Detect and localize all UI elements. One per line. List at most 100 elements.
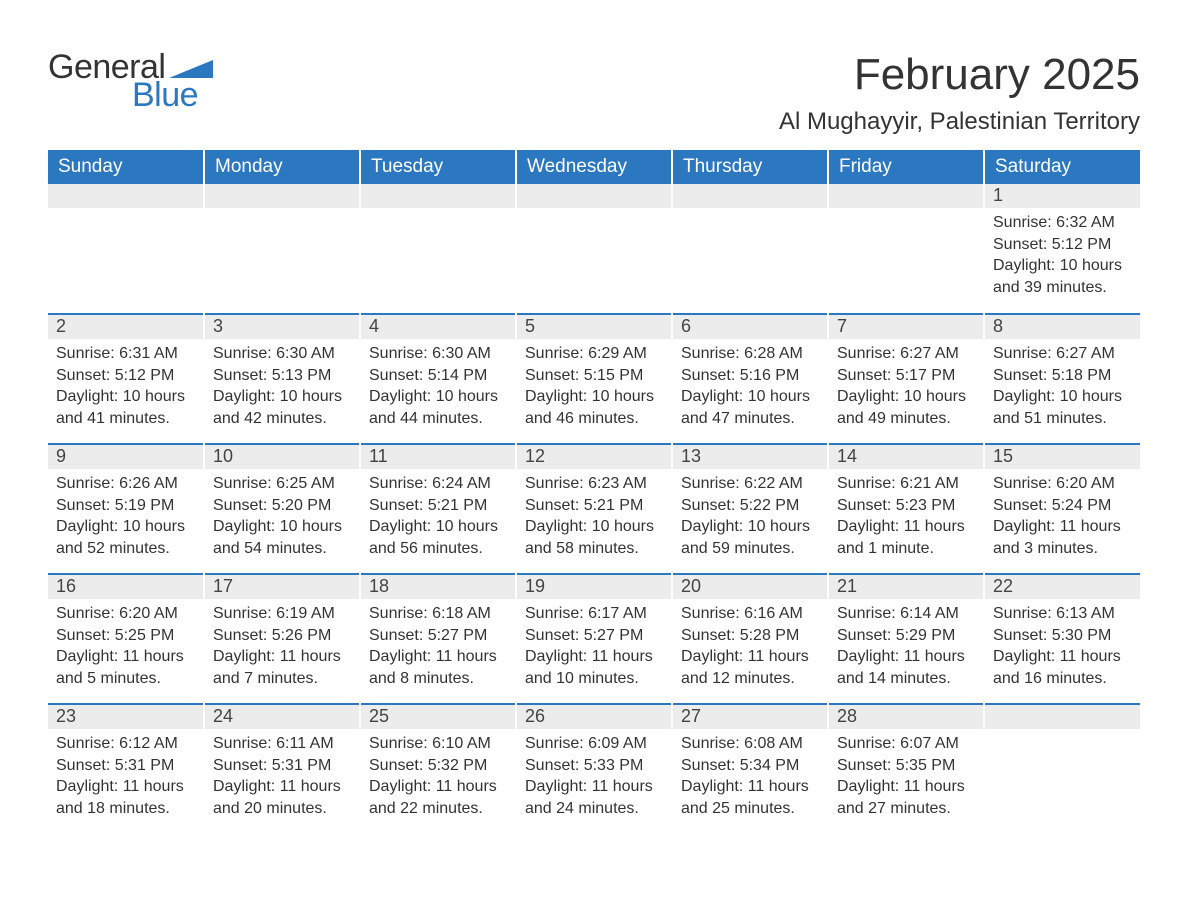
day-number: 16 xyxy=(48,575,203,599)
day-cell: 21Sunrise: 6:14 AMSunset: 5:29 PMDayligh… xyxy=(828,574,984,704)
day-details: Sunrise: 6:32 AMSunset: 5:12 PMDaylight:… xyxy=(985,208,1140,304)
sunset-text: Sunset: 5:30 PM xyxy=(993,625,1132,647)
daylight-text: Daylight: 10 hours and 58 minutes. xyxy=(525,516,663,559)
daylight-text: Daylight: 10 hours and 46 minutes. xyxy=(525,386,663,429)
week-row: 16Sunrise: 6:20 AMSunset: 5:25 PMDayligh… xyxy=(48,574,1140,704)
sunset-text: Sunset: 5:15 PM xyxy=(525,365,663,387)
day-number xyxy=(517,184,671,208)
day-details: Sunrise: 6:29 AMSunset: 5:15 PMDaylight:… xyxy=(517,339,671,435)
week-row: 23Sunrise: 6:12 AMSunset: 5:31 PMDayligh… xyxy=(48,704,1140,834)
daylight-text: Daylight: 11 hours and 16 minutes. xyxy=(993,646,1132,689)
day-number xyxy=(205,184,359,208)
sunrise-text: Sunrise: 6:32 AM xyxy=(993,212,1132,234)
sunset-text: Sunset: 5:17 PM xyxy=(837,365,975,387)
sunrise-text: Sunrise: 6:07 AM xyxy=(837,733,975,755)
day-details: Sunrise: 6:26 AMSunset: 5:19 PMDaylight:… xyxy=(48,469,203,565)
sunset-text: Sunset: 5:12 PM xyxy=(56,365,195,387)
day-cell xyxy=(672,184,828,314)
day-cell: 15Sunrise: 6:20 AMSunset: 5:24 PMDayligh… xyxy=(984,444,1140,574)
daylight-text: Daylight: 11 hours and 1 minute. xyxy=(837,516,975,559)
daylight-text: Daylight: 11 hours and 7 minutes. xyxy=(213,646,351,689)
day-details: Sunrise: 6:31 AMSunset: 5:12 PMDaylight:… xyxy=(48,339,203,435)
day-number: 17 xyxy=(205,575,359,599)
day-details: Sunrise: 6:18 AMSunset: 5:27 PMDaylight:… xyxy=(361,599,515,695)
daylight-text: Daylight: 11 hours and 14 minutes. xyxy=(837,646,975,689)
sunrise-text: Sunrise: 6:21 AM xyxy=(837,473,975,495)
sunrise-text: Sunrise: 6:27 AM xyxy=(993,343,1132,365)
day-cell: 12Sunrise: 6:23 AMSunset: 5:21 PMDayligh… xyxy=(516,444,672,574)
day-number: 12 xyxy=(517,445,671,469)
weekday-header: Sunday xyxy=(48,150,204,184)
sunset-text: Sunset: 5:21 PM xyxy=(369,495,507,517)
week-row: 1Sunrise: 6:32 AMSunset: 5:12 PMDaylight… xyxy=(48,184,1140,314)
day-cell: 9Sunrise: 6:26 AMSunset: 5:19 PMDaylight… xyxy=(48,444,204,574)
sunset-text: Sunset: 5:26 PM xyxy=(213,625,351,647)
sunrise-text: Sunrise: 6:24 AM xyxy=(369,473,507,495)
day-cell: 5Sunrise: 6:29 AMSunset: 5:15 PMDaylight… xyxy=(516,314,672,444)
sunrise-text: Sunrise: 6:26 AM xyxy=(56,473,195,495)
day-cell: 14Sunrise: 6:21 AMSunset: 5:23 PMDayligh… xyxy=(828,444,984,574)
day-details: Sunrise: 6:10 AMSunset: 5:32 PMDaylight:… xyxy=(361,729,515,825)
day-details: Sunrise: 6:27 AMSunset: 5:17 PMDaylight:… xyxy=(829,339,983,435)
day-cell xyxy=(360,184,516,314)
sunrise-text: Sunrise: 6:09 AM xyxy=(525,733,663,755)
sunset-text: Sunset: 5:19 PM xyxy=(56,495,195,517)
day-number: 3 xyxy=(205,315,359,339)
day-details: Sunrise: 6:24 AMSunset: 5:21 PMDaylight:… xyxy=(361,469,515,565)
day-number: 13 xyxy=(673,445,827,469)
daylight-text: Daylight: 10 hours and 52 minutes. xyxy=(56,516,195,559)
week-row: 9Sunrise: 6:26 AMSunset: 5:19 PMDaylight… xyxy=(48,444,1140,574)
day-details: Sunrise: 6:07 AMSunset: 5:35 PMDaylight:… xyxy=(829,729,983,825)
day-number: 20 xyxy=(673,575,827,599)
day-details: Sunrise: 6:21 AMSunset: 5:23 PMDaylight:… xyxy=(829,469,983,565)
day-details: Sunrise: 6:12 AMSunset: 5:31 PMDaylight:… xyxy=(48,729,203,825)
day-details: Sunrise: 6:30 AMSunset: 5:14 PMDaylight:… xyxy=(361,339,515,435)
sunset-text: Sunset: 5:13 PM xyxy=(213,365,351,387)
sunrise-text: Sunrise: 6:08 AM xyxy=(681,733,819,755)
sunrise-text: Sunrise: 6:13 AM xyxy=(993,603,1132,625)
day-cell: 10Sunrise: 6:25 AMSunset: 5:20 PMDayligh… xyxy=(204,444,360,574)
daylight-text: Daylight: 10 hours and 51 minutes. xyxy=(993,386,1132,429)
day-details: Sunrise: 6:08 AMSunset: 5:34 PMDaylight:… xyxy=(673,729,827,825)
day-cell: 26Sunrise: 6:09 AMSunset: 5:33 PMDayligh… xyxy=(516,704,672,834)
sunset-text: Sunset: 5:27 PM xyxy=(525,625,663,647)
day-number: 10 xyxy=(205,445,359,469)
day-cell xyxy=(48,184,204,314)
sunrise-text: Sunrise: 6:17 AM xyxy=(525,603,663,625)
daylight-text: Daylight: 10 hours and 56 minutes. xyxy=(369,516,507,559)
day-number: 2 xyxy=(48,315,203,339)
day-cell xyxy=(204,184,360,314)
day-cell: 27Sunrise: 6:08 AMSunset: 5:34 PMDayligh… xyxy=(672,704,828,834)
daylight-text: Daylight: 10 hours and 59 minutes. xyxy=(681,516,819,559)
sunrise-text: Sunrise: 6:16 AM xyxy=(681,603,819,625)
location-text: Al Mughayyir, Palestinian Territory xyxy=(779,108,1140,136)
sunrise-text: Sunrise: 6:23 AM xyxy=(525,473,663,495)
month-title: February 2025 xyxy=(779,50,1140,100)
sunset-text: Sunset: 5:27 PM xyxy=(369,625,507,647)
sunset-text: Sunset: 5:32 PM xyxy=(369,755,507,777)
day-cell xyxy=(984,704,1140,834)
sunset-text: Sunset: 5:23 PM xyxy=(837,495,975,517)
weekday-header: Wednesday xyxy=(516,150,672,184)
day-number: 18 xyxy=(361,575,515,599)
sunset-text: Sunset: 5:31 PM xyxy=(56,755,195,777)
sunset-text: Sunset: 5:33 PM xyxy=(525,755,663,777)
day-number: 14 xyxy=(829,445,983,469)
daylight-text: Daylight: 10 hours and 47 minutes. xyxy=(681,386,819,429)
weekday-header: Friday xyxy=(828,150,984,184)
daylight-text: Daylight: 11 hours and 27 minutes. xyxy=(837,776,975,819)
daylight-text: Daylight: 10 hours and 42 minutes. xyxy=(213,386,351,429)
day-number: 9 xyxy=(48,445,203,469)
day-cell xyxy=(828,184,984,314)
day-cell: 23Sunrise: 6:12 AMSunset: 5:31 PMDayligh… xyxy=(48,704,204,834)
day-details: Sunrise: 6:23 AMSunset: 5:21 PMDaylight:… xyxy=(517,469,671,565)
sunrise-text: Sunrise: 6:28 AM xyxy=(681,343,819,365)
weekday-header: Thursday xyxy=(672,150,828,184)
day-details: Sunrise: 6:16 AMSunset: 5:28 PMDaylight:… xyxy=(673,599,827,695)
title-block: February 2025 Al Mughayyir, Palestinian … xyxy=(779,50,1140,136)
sunset-text: Sunset: 5:12 PM xyxy=(993,234,1132,256)
day-details: Sunrise: 6:22 AMSunset: 5:22 PMDaylight:… xyxy=(673,469,827,565)
sunset-text: Sunset: 5:25 PM xyxy=(56,625,195,647)
sunset-text: Sunset: 5:24 PM xyxy=(993,495,1132,517)
day-number: 6 xyxy=(673,315,827,339)
